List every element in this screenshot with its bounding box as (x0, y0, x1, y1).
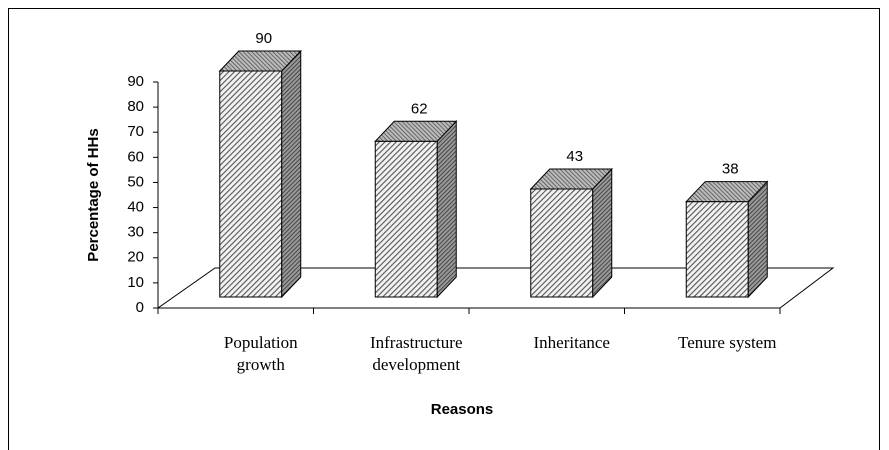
x-tick-label: Population growth (224, 333, 298, 374)
bar-front (685, 201, 749, 298)
value-label: 62 (411, 100, 428, 117)
bar (529, 167, 613, 299)
bar-top (685, 181, 769, 203)
y-tick-label: 0 (136, 299, 144, 316)
bar-front (530, 188, 594, 298)
bar (374, 120, 458, 299)
bar (685, 180, 769, 299)
bar-side (281, 49, 302, 299)
y-tick-label: 70 (127, 123, 144, 140)
y-tick-label: 60 (127, 148, 144, 165)
x-tick-label: Inheritance (534, 333, 610, 352)
y-tick-label: 80 (127, 98, 144, 115)
value-label: 43 (566, 148, 583, 165)
y-tick-label: 10 (127, 274, 144, 291)
y-tick-label: 30 (127, 224, 144, 241)
y-axis-title: Percentage of HHs (85, 128, 102, 261)
value-label: 90 (255, 30, 272, 47)
bar-top (374, 120, 458, 142)
y-tick-label: 50 (127, 173, 144, 190)
bar-side (436, 120, 457, 299)
bar-front (374, 140, 438, 298)
value-label: 38 (722, 161, 739, 178)
y-tick-label: 40 (127, 199, 144, 216)
bar-top (218, 50, 302, 72)
bar-top (529, 168, 613, 190)
y-tick-label: 20 (127, 249, 144, 266)
x-axis-title: Reasons (431, 401, 494, 418)
x-tick-label: Infrastructure development (370, 333, 463, 374)
frame (8, 8, 880, 450)
y-tick-label: 90 (127, 73, 144, 90)
x-tick-label: Tenure system (678, 333, 776, 352)
bar-side (592, 167, 613, 299)
bar-front (219, 70, 283, 298)
floor (156, 267, 835, 309)
bar (218, 49, 302, 299)
